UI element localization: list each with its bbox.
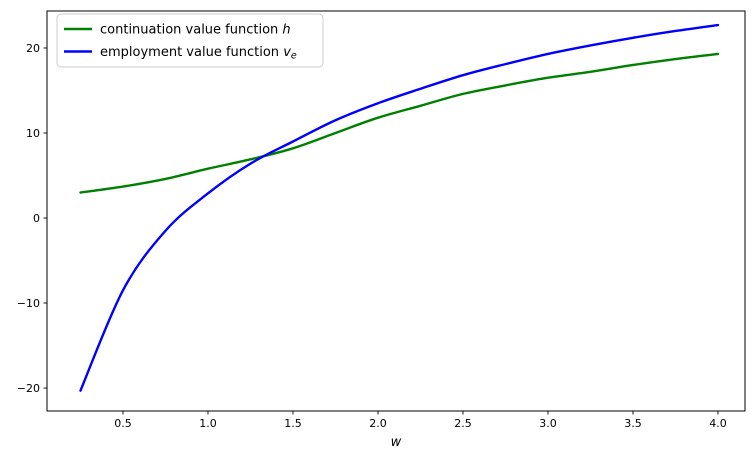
x-tick-label: 3.5: [624, 417, 642, 430]
x-tick-label: 1.5: [284, 417, 302, 430]
plot-frame: [46, 10, 746, 412]
x-tick-label: 0.5: [114, 417, 132, 430]
series-line-continuation-value-h: [79, 52, 720, 194]
x-tick-label: 2.0: [369, 417, 387, 430]
series-line-employment-value-ve: [79, 23, 720, 392]
y-tick-label: −10: [17, 297, 40, 310]
x-tick-label: 2.5: [454, 417, 472, 430]
x-axis-label: w: [391, 435, 402, 450]
legend-label-continuation-value: continuation value function h: [100, 23, 291, 38]
legend-label-employment-value: employment value function ve: [100, 45, 297, 62]
x-tick-label: 1.0: [199, 417, 217, 430]
y-tick-label: 20: [26, 42, 40, 55]
x-tick-label: 4.0: [709, 417, 727, 430]
y-tick-label: 10: [26, 127, 40, 140]
x-tick-label: 3.0: [539, 417, 557, 430]
legend-box: [56, 13, 324, 68]
y-tick-label: 0: [33, 212, 40, 225]
y-tick-label: −20: [17, 382, 40, 395]
